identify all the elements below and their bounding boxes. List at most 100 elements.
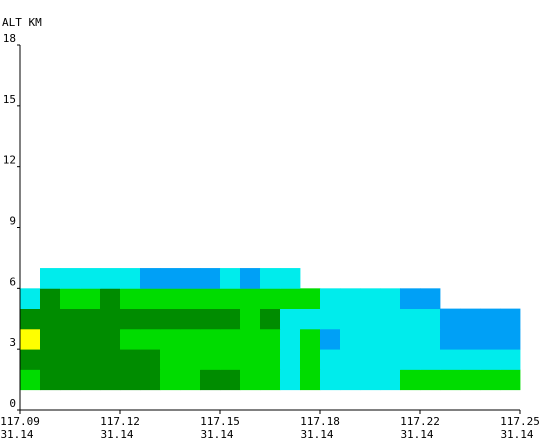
reflectivity-cell (280, 288, 301, 310)
reflectivity-cell (120, 328, 141, 350)
reflectivity-cell (180, 288, 201, 310)
reflectivity-cell (240, 308, 261, 330)
x-tick-lat-label: 31.14 (0, 428, 33, 440)
reflectivity-cell (20, 288, 41, 310)
y-tick-label: 0 (9, 397, 16, 410)
reflectivity-cell (160, 308, 181, 330)
reflectivity-cell (280, 349, 301, 370)
reflectivity-cell (420, 369, 441, 391)
reflectivity-cell (300, 308, 321, 330)
reflectivity-cell (360, 288, 381, 310)
reflectivity-cell (340, 288, 361, 310)
reflectivity-cell (200, 268, 221, 289)
reflectivity-cell (180, 349, 201, 370)
reflectivity-cell (200, 369, 221, 391)
x-tick-lat-label: 31.14 (500, 428, 533, 440)
reflectivity-cell (100, 328, 121, 350)
reflectivity-cell (300, 288, 321, 310)
reflectivity-cell (160, 288, 181, 310)
reflectivity-cell (140, 369, 161, 391)
reflectivity-cell (360, 328, 381, 350)
reflectivity-cell (300, 349, 321, 370)
reflectivity-cell (500, 308, 521, 330)
reflectivity-cell (400, 308, 421, 330)
reflectivity-cell (60, 288, 81, 310)
reflectivity-cell (420, 349, 441, 370)
reflectivity-cell (220, 288, 241, 310)
reflectivity-cell (280, 308, 301, 330)
y-tick-label: 15 (3, 93, 16, 106)
reflectivity-cell (320, 328, 341, 350)
reflectivity-cell (100, 268, 121, 289)
reflectivity-cell (20, 308, 41, 330)
reflectivity-cell (40, 369, 61, 391)
reflectivity-cell (140, 308, 161, 330)
reflectivity-cell (80, 349, 101, 370)
reflectivity-cell (400, 369, 421, 391)
reflectivity-cell (120, 308, 141, 330)
x-tick-lon-label: 117.12 (100, 415, 140, 428)
reflectivity-cell (260, 349, 281, 370)
reflectivity-cells (20, 268, 521, 391)
reflectivity-cell (120, 288, 141, 310)
reflectivity-cell (120, 268, 141, 289)
reflectivity-cell (40, 308, 61, 330)
reflectivity-cell (500, 369, 521, 391)
reflectivity-cell (20, 369, 41, 391)
x-tick-lat-label: 31.14 (400, 428, 433, 440)
reflectivity-cell (240, 328, 261, 350)
reflectivity-cell (460, 349, 481, 370)
reflectivity-cell (440, 328, 461, 350)
reflectivity-cell (140, 328, 161, 350)
reflectivity-cell (220, 349, 241, 370)
reflectivity-cell (60, 308, 81, 330)
reflectivity-cell (80, 308, 101, 330)
reflectivity-cell (220, 308, 241, 330)
reflectivity-cell (500, 328, 521, 350)
reflectivity-cell (320, 369, 341, 391)
reflectivity-cell (160, 349, 181, 370)
reflectivity-cell (220, 369, 241, 391)
x-tick-lat-label: 31.14 (300, 428, 333, 440)
reflectivity-cell (60, 369, 81, 391)
reflectivity-cell (360, 308, 381, 330)
reflectivity-cell (200, 288, 221, 310)
reflectivity-cell (40, 328, 61, 350)
reflectivity-cell (80, 268, 101, 289)
reflectivity-cell (460, 369, 481, 391)
reflectivity-cell (180, 308, 201, 330)
reflectivity-cell (380, 349, 401, 370)
reflectivity-cell (100, 369, 121, 391)
reflectivity-cell (340, 369, 361, 391)
reflectivity-cell (20, 328, 41, 350)
reflectivity-cell (440, 308, 461, 330)
reflectivity-cell (400, 349, 421, 370)
y-ticks: 0 3 6 9 12 15 18 (3, 32, 20, 411)
reflectivity-cell (480, 369, 501, 391)
reflectivity-cell (340, 328, 361, 350)
reflectivity-cell (500, 349, 521, 370)
reflectivity-cell (80, 328, 101, 350)
reflectivity-cell (480, 349, 501, 370)
reflectivity-cell (100, 288, 121, 310)
reflectivity-cell (140, 268, 161, 289)
reflectivity-cell (420, 328, 441, 350)
reflectivity-cell (180, 369, 201, 391)
reflectivity-cell (380, 328, 401, 350)
reflectivity-cell (200, 308, 221, 330)
reflectivity-cell (280, 328, 301, 350)
reflectivity-cell (220, 328, 241, 350)
reflectivity-cell (120, 369, 141, 391)
reflectivity-cell (180, 268, 201, 289)
reflectivity-cell (120, 349, 141, 370)
reflectivity-cell (300, 328, 321, 350)
reflectivity-cell (360, 349, 381, 370)
reflectivity-cell (140, 349, 161, 370)
reflectivity-cell (160, 268, 181, 289)
reflectivity-cell (260, 369, 281, 391)
reflectivity-cell (400, 328, 421, 350)
reflectivity-cell (100, 349, 121, 370)
reflectivity-cell (160, 369, 181, 391)
reflectivity-cell (260, 328, 281, 350)
